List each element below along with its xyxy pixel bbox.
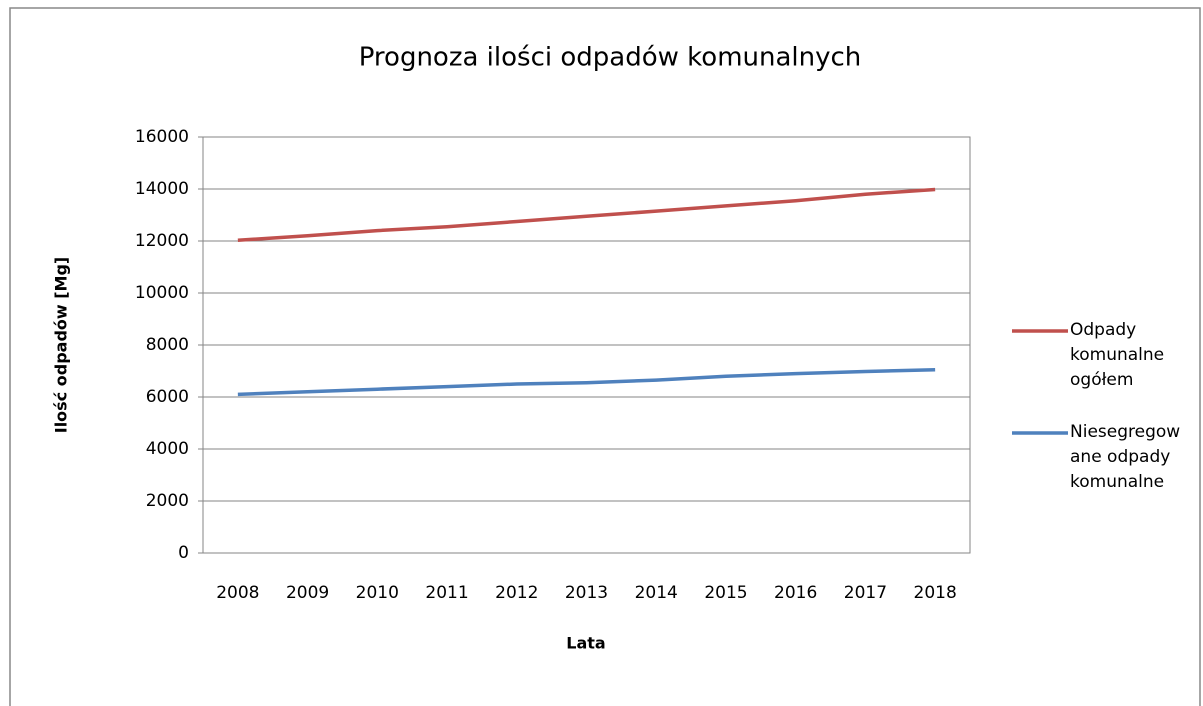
x-tick-label: 2011: [425, 583, 468, 603]
y-tick-label: 10000: [135, 283, 189, 303]
x-axis-label: Lata: [566, 634, 605, 653]
x-tick-label: 2009: [286, 583, 329, 603]
legend-label: Niesegregowane odpady komunalne: [1070, 422, 1181, 492]
x-tick-label: 2018: [914, 583, 957, 603]
y-tick-label: 4000: [146, 439, 189, 459]
x-tick-label: 2013: [565, 583, 608, 603]
chart-title: Prognoza ilości odpadów komunalnych: [359, 43, 862, 73]
y-tick-label: 14000: [135, 179, 189, 199]
x-tick-label: 2015: [704, 583, 747, 603]
plot-border: [202, 136, 971, 554]
y-tick-label: 0: [178, 543, 189, 563]
legend-label: Odpady komunalne ogółem: [1070, 320, 1165, 390]
y-tick-label: 2000: [146, 491, 189, 511]
y-tick-label: 16000: [135, 127, 189, 147]
x-tick-label: 2012: [495, 583, 538, 603]
series-line: [237, 187, 936, 242]
y-axis-label: Ilość odpadów [Mg]: [52, 257, 71, 434]
x-tick-label: 2010: [356, 583, 399, 603]
chart-frame: [9, 7, 1201, 706]
y-tick-label: 6000: [146, 387, 189, 407]
x-tick-label: 2016: [774, 583, 817, 603]
y-tick-label: 8000: [146, 335, 189, 355]
series-line: [237, 367, 936, 397]
x-tick-label: 2008: [216, 583, 259, 603]
x-tick-label: 2014: [635, 583, 678, 603]
y-tick-label: 12000: [135, 231, 189, 251]
x-tick-label: 2017: [844, 583, 887, 603]
